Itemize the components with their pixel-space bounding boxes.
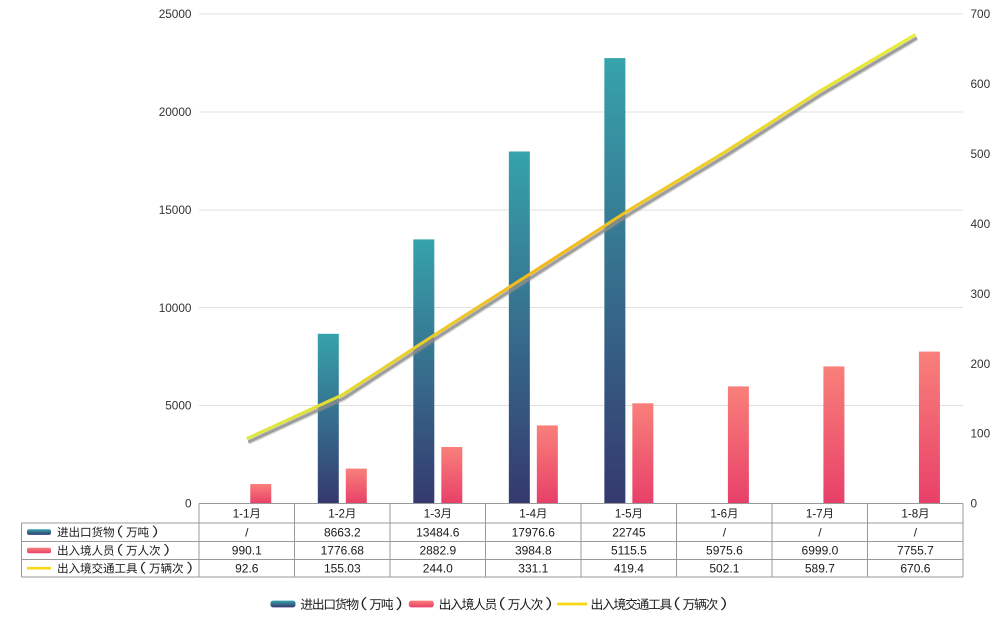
svg-text:10000: 10000 [159,301,192,315]
svg-text:700: 700 [971,7,991,21]
svg-text:400: 400 [971,217,991,231]
svg-text:0: 0 [185,497,192,511]
svg-text:5115.5: 5115.5 [611,544,647,558]
svg-text:990.1: 990.1 [232,544,262,558]
svg-text:20000: 20000 [159,105,192,119]
svg-text:7755.7: 7755.7 [897,544,934,558]
svg-text:/: / [245,525,249,539]
svg-text:0: 0 [971,497,978,511]
svg-text:244.0: 244.0 [423,562,453,576]
svg-text:5975.6: 5975.6 [706,544,743,558]
svg-text:500: 500 [971,147,991,161]
svg-text:670.6: 670.6 [900,562,930,576]
svg-text:1-2: 1-2 [328,507,345,520]
svg-text:/: / [818,525,822,539]
svg-text:502.1: 502.1 [709,562,739,576]
svg-text:100: 100 [971,427,991,441]
svg-text:1-6: 1-6 [710,507,727,520]
svg-text:331.1: 331.1 [518,562,548,576]
svg-text:17976.6: 17976.6 [512,525,556,539]
svg-text:/: / [723,525,727,539]
svg-text:1-4: 1-4 [519,507,536,520]
svg-text:300: 300 [971,287,991,301]
svg-text:1-8: 1-8 [901,507,918,520]
svg-text:2882.9: 2882.9 [419,544,456,558]
svg-text:155.03: 155.03 [324,562,361,576]
svg-text:8663.2: 8663.2 [324,525,361,539]
svg-text:92.6: 92.6 [235,562,259,576]
svg-text:1-7: 1-7 [806,507,823,520]
svg-text:25000: 25000 [159,7,192,21]
svg-text:1-5: 1-5 [615,507,632,520]
svg-text:600: 600 [971,77,991,91]
svg-text:419.4: 419.4 [614,562,644,576]
svg-text:200: 200 [971,357,991,371]
svg-text:589.7: 589.7 [805,562,835,576]
svg-text:3984.8: 3984.8 [515,544,552,558]
svg-text:1-3: 1-3 [424,507,441,520]
svg-text:1-1: 1-1 [233,507,250,520]
svg-text:1776.68: 1776.68 [321,544,365,558]
svg-text:22745: 22745 [612,525,646,539]
svg-text:15000: 15000 [159,203,192,217]
svg-text:6999.0: 6999.0 [802,544,839,558]
svg-text:/: / [914,525,918,539]
svg-text:13484.6: 13484.6 [416,525,460,539]
svg-text:5000: 5000 [165,399,192,413]
